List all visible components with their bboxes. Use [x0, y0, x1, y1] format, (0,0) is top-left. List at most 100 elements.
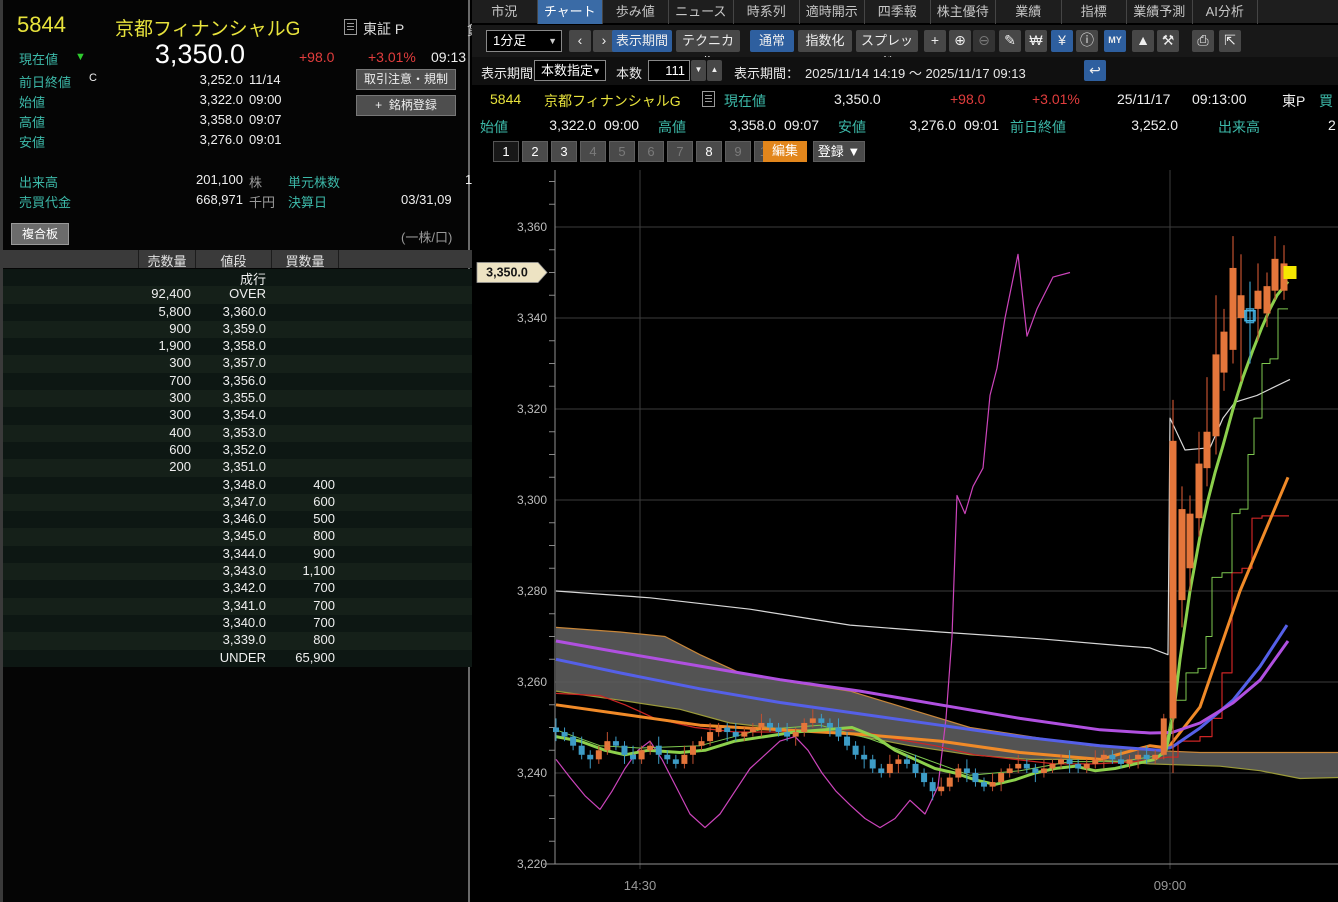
book-row[interactable]: 3,343.0 1,100	[3, 563, 473, 581]
zoom-in-icon[interactable]: ⊕	[949, 30, 971, 52]
toolbar-button-指数化[interactable]: 指数化	[798, 30, 852, 52]
chart-panel: 市況 チャート 歩み値 ニュース 時系列 適時開示 四季報 株主優待 業績 指標 業績予測 AI分析 …	[472, 0, 1338, 902]
chart-preset-5[interactable]: 5	[609, 141, 635, 162]
tab-AI分析[interactable]: AI分析	[1193, 0, 1258, 24]
book-row[interactable]: 3,347.0 600	[3, 493, 473, 512]
book-row[interactable]: 200 3,351.0	[3, 459, 473, 477]
quote-board-panel: 5844 京都フィナンシャルG 東証 P 貸 現在値 ▼ 3,350.0 +98…	[0, 0, 477, 902]
high-label: 高値	[658, 119, 686, 135]
next-button[interactable]: ›	[593, 30, 615, 52]
printer-icon[interactable]: ⎙	[1192, 30, 1214, 52]
tab-株主優待[interactable]: 株主優待	[931, 0, 996, 24]
book-row[interactable]: 3,346.0 500	[3, 511, 473, 529]
composite-board-button[interactable]: 複合板	[11, 223, 69, 245]
volume-label: 出来高	[19, 175, 59, 190]
area-chart-icon[interactable]: ▲	[1132, 30, 1154, 52]
trade-caution-button[interactable]: 取引注意・規制	[356, 69, 456, 90]
wrench-icon[interactable]: ⚒	[1157, 30, 1179, 52]
book-row[interactable]: 700 3,356.0	[3, 372, 473, 391]
my-chart-icon[interactable]: MY	[1104, 30, 1126, 52]
chart-time: 09:13:00	[1192, 91, 1247, 107]
oscillator-line	[555, 253, 1071, 829]
candlestick-chart[interactable]: 3,360 3,340 3,320 3,300 3,280 3,260 3,240 3,220…	[472, 166, 1338, 902]
chart-preset-row: 12345678910 編集 登録 ▼	[472, 138, 1338, 166]
pencil-icon[interactable]: ✎	[999, 30, 1021, 52]
book-row[interactable]: 3,345.0 800	[3, 528, 473, 546]
prev-button[interactable]: ‹	[569, 30, 591, 52]
count-mode-select[interactable]: 本数指定 ▼	[534, 60, 606, 81]
chart-preset-3[interactable]: 3	[551, 141, 577, 162]
plus-icon: +	[375, 98, 383, 112]
info-icon[interactable]: ⓘ	[1076, 30, 1098, 52]
book-row[interactable]: 5,800 3,360.0	[3, 303, 473, 321]
unit-shares-value: 1	[465, 172, 473, 187]
toolbar-button-テクニカル[interactable]: テクニカル	[676, 30, 740, 69]
tab-市況[interactable]: 市況	[472, 0, 538, 24]
yen-icon[interactable]: ¥	[1051, 30, 1073, 52]
book-row[interactable]: 3,339.0 800	[3, 632, 473, 650]
book-row[interactable]: 成行	[3, 269, 473, 287]
toolbar-button-スプレッド[interactable]: スプレッド	[856, 30, 918, 69]
tab-業績予測[interactable]: 業績予測	[1127, 0, 1193, 24]
chart-preset-1[interactable]: 1	[493, 141, 519, 162]
document-icon[interactable]	[702, 91, 715, 107]
edit-button[interactable]: 編集	[763, 141, 807, 162]
prev-close-value: 3,252.0	[1131, 117, 1178, 133]
book-row[interactable]: 1,900 3,358.0	[3, 338, 473, 356]
book-row[interactable]: 3,341.0 700	[3, 597, 473, 615]
zoom-out-icon[interactable]: ⊖	[973, 30, 995, 52]
book-row[interactable]: UNDER 65,900	[3, 649, 473, 667]
book-row[interactable]: 3,340.0 700	[3, 614, 473, 633]
current-price-tag	[476, 262, 548, 283]
prev-close-label: 前日終値	[1010, 119, 1066, 135]
crosshair-icon[interactable]: ₩	[1025, 30, 1047, 52]
book-row[interactable]: 92,400 OVER	[3, 286, 473, 304]
sell-qty-header: 売数量	[147, 254, 187, 269]
book-row[interactable]: 400 3,353.0	[3, 424, 473, 442]
low-time: 09:01	[964, 117, 1000, 133]
count-up-button[interactable]: ▲	[707, 60, 722, 81]
export-icon[interactable]: ⇱	[1219, 30, 1241, 52]
book-row[interactable]: 3,342.0 700	[3, 580, 473, 598]
count-down-button[interactable]: ▼	[691, 60, 706, 81]
toolbar-button-表示期間[interactable]: 表示期間	[612, 30, 672, 52]
document-icon[interactable]	[344, 19, 357, 35]
unit-shares-label: 単元株数	[288, 175, 341, 190]
add-symbol-button[interactable]: + 銘柄登録	[356, 95, 456, 116]
tab-チャート[interactable]: チャート	[537, 0, 603, 24]
add-icon[interactable]: +	[924, 30, 946, 52]
chart-preset-6[interactable]: 6	[638, 141, 664, 162]
book-row[interactable]: 300 3,355.0	[3, 390, 473, 408]
book-row[interactable]: 300 3,357.0	[3, 355, 473, 373]
toolbar-button-通常[interactable]: 通常	[750, 30, 794, 52]
tab-歩み値[interactable]: 歩み値	[603, 0, 669, 24]
tab-時系列[interactable]: 時系列	[734, 0, 800, 24]
chart-preset-9[interactable]: 9	[725, 141, 751, 162]
count-label: 本数	[616, 66, 643, 81]
interval-select[interactable]: 1分足 ▼	[486, 30, 562, 52]
chart-preset-7[interactable]: 7	[667, 141, 693, 162]
tab-指標[interactable]: 指標	[1062, 0, 1127, 24]
chart-preset-4[interactable]: 4	[580, 141, 606, 162]
svg-text:3,350.0: 3,350.0	[486, 266, 528, 280]
price-header: 値段	[220, 254, 247, 269]
chart-preset-2[interactable]: 2	[522, 141, 548, 162]
tab-業績[interactable]: 業績	[996, 0, 1062, 24]
price-change: +98.0	[299, 49, 335, 65]
book-row[interactable]: 300 3,354.0	[3, 407, 473, 425]
tab-適時開示[interactable]: 適時開示	[800, 0, 865, 24]
book-row[interactable]: 3,344.0 900	[3, 545, 473, 564]
chart-stock-name: 京都フィナンシャルG	[544, 93, 681, 109]
register-dropdown-button[interactable]: 登録 ▼	[813, 141, 865, 162]
chart-preset-8[interactable]: 8	[696, 141, 722, 162]
tab-ニュース[interactable]: ニュース	[669, 0, 734, 24]
book-row[interactable]: 3,348.0 400	[3, 476, 473, 494]
count-input[interactable]: 111	[648, 60, 690, 81]
tab-四季報[interactable]: 四季報	[865, 0, 931, 24]
per-share-label: (一株/口)	[401, 230, 453, 245]
period-label: 表示期間	[481, 66, 534, 81]
book-row[interactable]: 600 3,352.0	[3, 441, 473, 460]
undo-icon[interactable]: ↩	[1084, 60, 1106, 81]
book-row[interactable]: 900 3,359.0	[3, 320, 473, 339]
